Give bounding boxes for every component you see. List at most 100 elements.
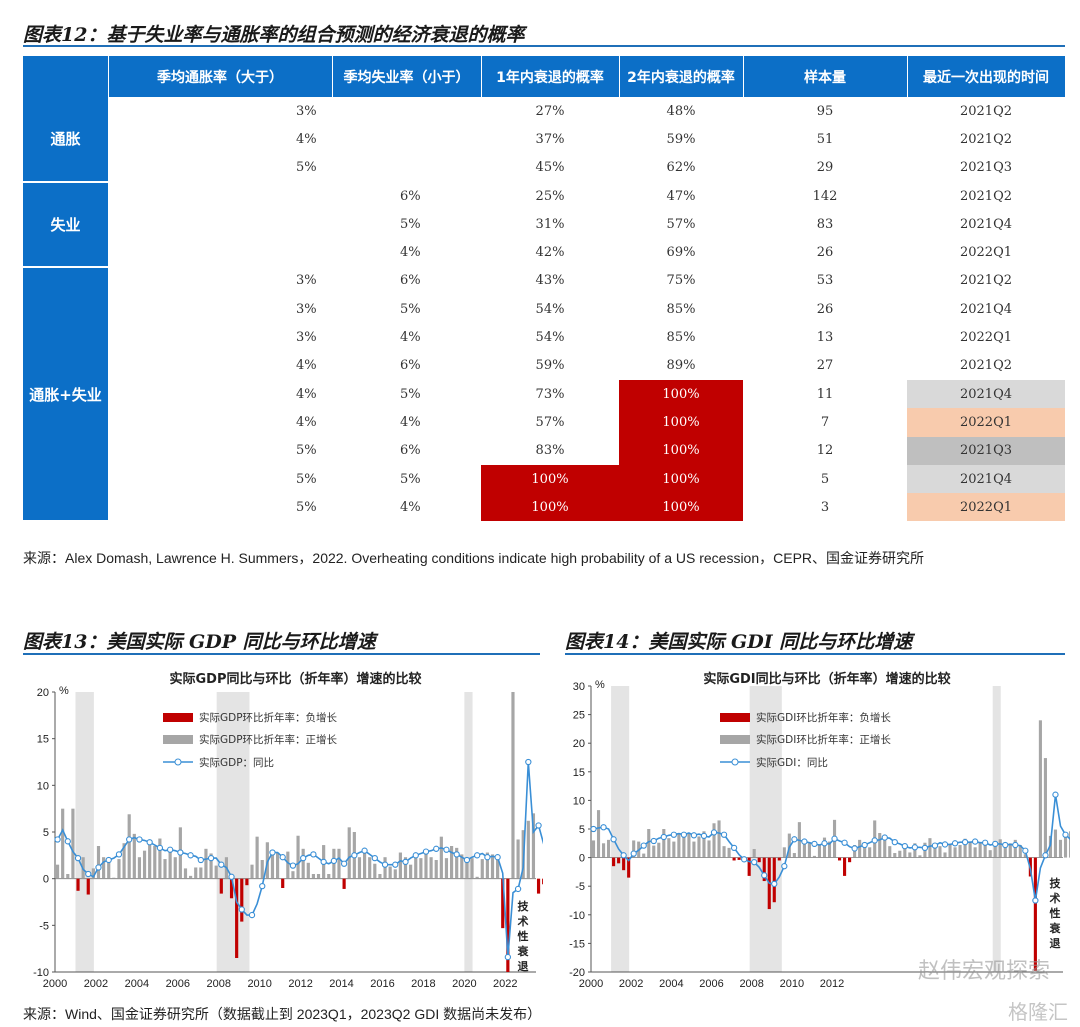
bar-positive [398,852,402,879]
bar-positive [378,874,382,879]
bar-positive [414,857,418,879]
yoy-point [504,953,512,961]
annotation-char: 性 [518,929,529,943]
yoy-point [1022,847,1029,854]
yoy-point [514,885,522,893]
bar-negative [848,857,852,863]
unemployment-threshold-cell: 4% [400,499,421,515]
bar-positive [183,868,188,879]
y-tick-label: -10 [33,967,49,979]
table-row: 通胀 3% 27% 48% 95 2021Q2 [23,97,1065,183]
yoy-point [680,831,688,838]
prob-2y-cell: 100% [619,464,743,494]
bar-negative [501,878,505,929]
fig13-title: 图表13：美国实际 GDP 同比与环比增速 [23,631,376,653]
bar-positive [722,846,726,858]
bar-positive [712,823,716,858]
last-occurrence-cell: 2022Q1 [907,408,1065,437]
last-occurrence-cell: 2021Q2 [959,273,1012,289]
yoy-point [781,863,788,870]
x-tick-label: 2018 [411,978,435,990]
yoy-point [412,852,419,859]
bar-positive [362,848,367,879]
yoy-point [720,831,728,838]
bar-positive [677,834,681,858]
bar-positive [204,848,208,879]
bar-positive [460,854,464,879]
legend-label: 实际GDI环比折年率：正增长 [756,733,891,746]
bar-positive [807,843,811,858]
bar-negative [622,857,626,871]
legend-swatch-negative [163,713,193,722]
yoy-point [982,839,989,846]
y-tick-label: -5 [39,920,49,932]
yoy-point [54,836,61,843]
last-occurrence-cell: 2021Q4 [959,216,1012,232]
prob-1y-cell: 100% [481,493,619,522]
bar-negative [772,857,776,903]
yoy-point [494,854,501,861]
bar-positive [132,833,136,879]
bar-positive [475,876,479,879]
bar-positive [439,836,443,879]
yoy-point [620,852,627,859]
bar-positive [316,874,321,879]
sample-size-cell: 29 [816,160,834,176]
bar-positive [301,848,305,879]
bar-positive [368,857,372,879]
y-tick-label: 30 [573,681,585,693]
y-tick-label: -10 [569,910,585,922]
recession-band [992,686,1001,972]
yoy-point [730,844,738,852]
unemployment-threshold-cell: 6% [400,188,421,204]
yoy-point [310,851,317,858]
bar-positive [647,829,651,858]
group-label: 通胀+失业 [23,266,108,523]
yoy-point [831,835,838,842]
unemployment-threshold-cell: 5% [400,216,421,232]
yoy-point [289,862,297,869]
table-row: 3% 4% 54% 85% 13 2022Q1 [23,323,1065,351]
header-cell [23,56,109,97]
bar-positive [601,843,606,858]
yoy-point [187,852,194,859]
bar-positive [898,850,902,858]
bar-positive [1038,720,1042,858]
yoy-point [881,834,888,841]
y-tick-label: 5 [43,827,49,839]
prob-2y-cell: 48% [666,103,696,119]
unemployment-threshold-cell: 4% [400,330,421,346]
unemployment-threshold-cell: 5% [400,471,421,487]
table-row: 5% 45% 62% 29 2021Q3 [23,154,1065,182]
prob-1y-cell: 25% [535,188,565,204]
prob-2y-cell: 85% [666,330,696,346]
legend-swatch-marker [731,758,739,766]
bar-positive [858,839,862,858]
sample-size-cell: 95 [816,103,834,119]
bar-positive [983,840,987,858]
bar-positive [327,874,331,879]
x-tick-label: 2008 [739,978,763,990]
prob-2y-cell: 85% [666,301,696,317]
yoy-point [921,844,929,852]
bar-positive [1058,839,1063,858]
yoy-point [484,854,491,861]
bar-negative [757,857,761,863]
sample-size-cell: 83 [816,216,834,232]
fig14-chart-svg: 实际GDI同比与环比（折年率）增速的比较% 30 25 20 15 10 5 0 -5 -10 -1… [569,671,1070,990]
yoy-point [740,856,748,863]
inflation-threshold-cell [108,182,332,210]
bar-positive [107,862,111,879]
header-cell: 季均通胀率（大于） [108,56,333,97]
x-tick-label: 2012 [288,978,312,990]
bar-positive [168,846,172,879]
yoy-point [228,873,235,880]
inflation-threshold-cell: 5% [296,443,317,459]
bar-positive [434,860,438,879]
bar-positive [137,857,142,879]
bar-positive [1023,854,1027,858]
bar-positive [189,875,193,879]
sample-size-cell: 5 [820,471,830,487]
yoy-point [136,836,143,843]
prob-2y-cell: 47% [666,188,696,204]
